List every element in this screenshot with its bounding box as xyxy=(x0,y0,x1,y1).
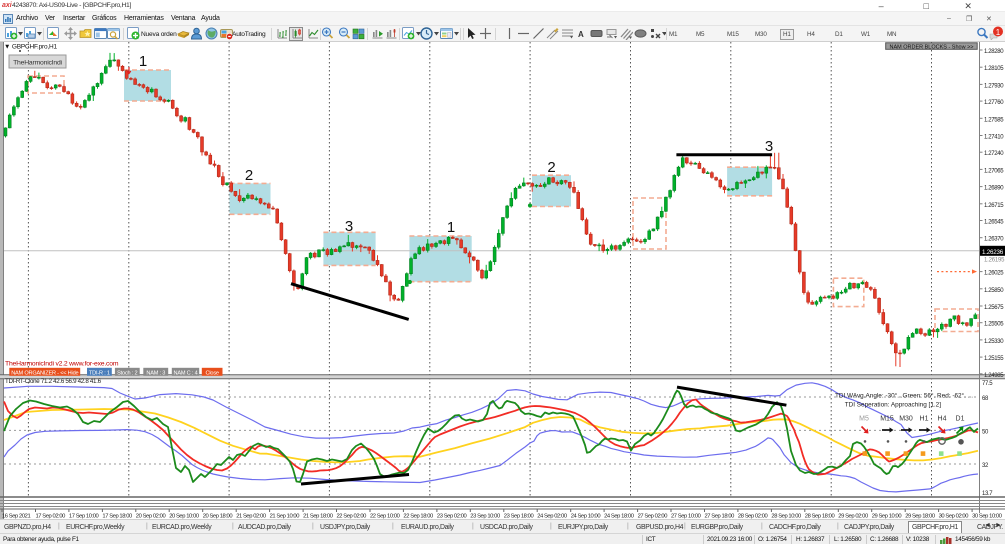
svg-text:23 Sep 02:00: 23 Sep 02:00 xyxy=(437,514,467,520)
svg-text:32: 32 xyxy=(982,463,989,469)
svg-text:1.27585: 1.27585 xyxy=(984,117,1004,123)
svg-text:77.5: 77.5 xyxy=(982,381,993,387)
svg-text:1: 1 xyxy=(447,219,455,236)
svg-text:28 Sep 02:00: 28 Sep 02:00 xyxy=(738,514,768,520)
svg-text:1: 1 xyxy=(996,28,1001,37)
svg-text:22 Sep 10:00: 22 Sep 10:00 xyxy=(370,514,400,520)
svg-text:27 Sep 02:00: 27 Sep 02:00 xyxy=(638,514,668,520)
svg-text:16 Sep 2021: 16 Sep 2021 xyxy=(2,514,30,520)
svg-text:1.27065: 1.27065 xyxy=(984,168,1004,174)
svg-text:21 Sep 02:00: 21 Sep 02:00 xyxy=(236,514,266,520)
svg-text:Close: Close xyxy=(206,370,219,376)
svg-text:H4: H4 xyxy=(938,416,947,423)
svg-text:1.27760: 1.27760 xyxy=(984,100,1004,106)
svg-text:TDI-RT-Clone 71.2 42.6 56.9 42: TDI-RT-Clone 71.2 42.6 56.9 42.8 41.6 xyxy=(5,378,102,385)
svg-text:1.24985: 1.24985 xyxy=(984,373,1004,379)
svg-text:1.27240: 1.27240 xyxy=(984,151,1004,157)
svg-text:TheHarmonicIndi v2.2 www.for-e: TheHarmonicIndi v2.2 www.for-exe.com xyxy=(5,361,119,368)
svg-text:NAM ORGANIZER - << Hide: NAM ORGANIZER - << Hide xyxy=(11,370,78,376)
svg-text:NAM : 3: NAM : 3 xyxy=(146,370,165,376)
svg-text:30 Sep 02:00: 30 Sep 02:00 xyxy=(939,514,969,520)
svg-text:3: 3 xyxy=(765,138,773,155)
svg-text:3: 3 xyxy=(345,218,353,235)
svg-text:24 Sep 18:00: 24 Sep 18:00 xyxy=(604,514,634,520)
svg-text:1.26545: 1.26545 xyxy=(984,220,1004,226)
svg-text:24 Sep 10:00: 24 Sep 10:00 xyxy=(571,514,601,520)
svg-text:27 Sep 10:00: 27 Sep 10:00 xyxy=(671,514,701,520)
svg-text:1.26025: 1.26025 xyxy=(984,271,1004,277)
svg-text:24 Sep 02:00: 24 Sep 02:00 xyxy=(537,514,567,520)
svg-text:13.7: 13.7 xyxy=(982,491,993,497)
svg-text:▼ GBPCHF.pro,H1: ▼ GBPCHF.pro,H1 xyxy=(4,44,58,51)
svg-text:28 Sep 18:00: 28 Sep 18:00 xyxy=(805,514,835,520)
svg-text:1.26715: 1.26715 xyxy=(984,203,1004,209)
svg-text:23 Sep 18:00: 23 Sep 18:00 xyxy=(504,514,534,520)
svg-text:29 Sep 18:00: 29 Sep 18:00 xyxy=(905,514,935,520)
svg-text:M5: M5 xyxy=(859,416,869,423)
svg-text:29 Sep 10:00: 29 Sep 10:00 xyxy=(872,514,902,520)
svg-text:1.26890: 1.26890 xyxy=(984,186,1004,192)
svg-text:M30: M30 xyxy=(899,416,913,423)
svg-text:29 Sep 02:00: 29 Sep 02:00 xyxy=(838,514,868,520)
svg-text:1: 1 xyxy=(139,53,147,70)
svg-text:NAM C : 4: NAM C : 4 xyxy=(174,370,198,376)
svg-text:1.26236: 1.26236 xyxy=(982,249,1004,256)
svg-text:1.27930: 1.27930 xyxy=(984,83,1004,89)
svg-text:1.25675: 1.25675 xyxy=(984,305,1004,311)
svg-text:30 Sep 10:00: 30 Sep 10:00 xyxy=(972,514,1002,520)
svg-text:1.26370: 1.26370 xyxy=(984,237,1004,243)
svg-text:1.26195: 1.26195 xyxy=(984,258,1005,264)
svg-text:1.25330: 1.25330 xyxy=(984,339,1004,345)
svg-text:2: 2 xyxy=(245,167,253,184)
svg-text:M15: M15 xyxy=(880,416,894,423)
svg-text:68: 68 xyxy=(982,396,989,402)
svg-text:TheHarmonicIndi: TheHarmonicIndi xyxy=(13,60,62,67)
svg-text:23 Sep 10:00: 23 Sep 10:00 xyxy=(470,514,500,520)
svg-text:28 Sep 10:00: 28 Sep 10:00 xyxy=(771,514,801,520)
svg-text:1.25155: 1.25155 xyxy=(984,356,1004,362)
svg-text:1.28280: 1.28280 xyxy=(984,49,1004,55)
svg-text:Stoch : 2: Stoch : 2 xyxy=(117,370,137,376)
svg-text:20 Sep 18:00: 20 Sep 18:00 xyxy=(203,514,233,520)
svg-text:H1: H1 xyxy=(920,416,929,423)
svg-text:20 Sep 10:00: 20 Sep 10:00 xyxy=(169,514,199,520)
svg-text:TDI Seperation: Approaching [1: TDI Seperation: Approaching [1.2] xyxy=(845,402,941,409)
svg-text:2: 2 xyxy=(547,159,555,176)
svg-text:17 Sep 10:00: 17 Sep 10:00 xyxy=(69,514,99,520)
svg-text:50: 50 xyxy=(982,429,989,435)
svg-text:1.28105: 1.28105 xyxy=(984,66,1004,72)
svg-text:17 Sep 18:00: 17 Sep 18:00 xyxy=(102,514,132,520)
svg-text:TDI.WAvg.Angle: -30°. .Green:: TDI.WAvg.Angle: -30°. .Green: 56°. Red: … xyxy=(835,392,973,400)
svg-text:17 Sep 02:00: 17 Sep 02:00 xyxy=(36,514,66,520)
svg-text:20 Sep 02:00: 20 Sep 02:00 xyxy=(136,514,166,520)
svg-text:22 Sep 02:00: 22 Sep 02:00 xyxy=(337,514,367,520)
svg-text:1.25850: 1.25850 xyxy=(984,288,1004,294)
svg-text:TDI-R : 1: TDI-R : 1 xyxy=(89,370,110,376)
svg-text:22 Sep 18:00: 22 Sep 18:00 xyxy=(403,514,433,520)
svg-text:21 Sep 10:00: 21 Sep 10:00 xyxy=(270,514,300,520)
svg-text:1.25505: 1.25505 xyxy=(984,322,1004,328)
svg-text:1.27410: 1.27410 xyxy=(984,135,1004,141)
svg-text:27 Sep 18:00: 27 Sep 18:00 xyxy=(705,514,735,520)
svg-text:D1: D1 xyxy=(956,416,965,423)
svg-text:21 Sep 18:00: 21 Sep 18:00 xyxy=(303,514,333,520)
svg-text:NAM ORDER BLOCKS - Show >>: NAM ORDER BLOCKS - Show >> xyxy=(889,44,973,50)
